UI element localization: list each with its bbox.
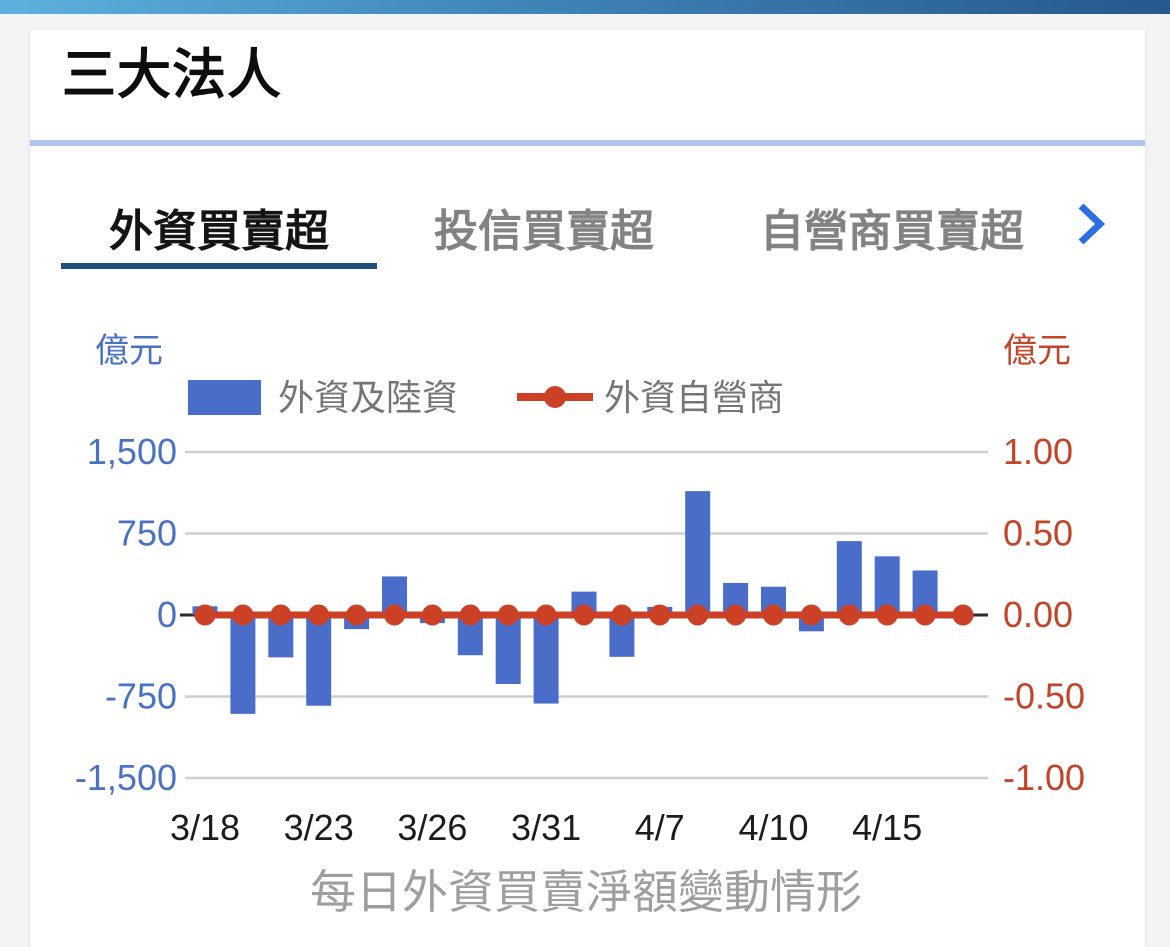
x-axis-tick: 3/23 <box>284 807 354 848</box>
bar-4/8 <box>685 491 711 615</box>
tab-label: 外資買賣超 <box>109 206 329 256</box>
tab-bar: 外資買賣超 投信買賣超 自營商買賣超 <box>30 190 1145 276</box>
tab-label: 投信買賣超 <box>434 206 654 256</box>
institutional-investors-card: 三大法人 外資買賣超 投信買賣超 自營商買賣超 1,500 1.00 750 0.50… <box>30 30 1145 947</box>
line-dot-3/25 <box>384 604 405 626</box>
page-title: 三大法人 <box>62 45 282 105</box>
bar-3/23 <box>306 615 332 706</box>
x-axis-tick: 3/31 <box>511 807 581 848</box>
tab-dealer-net-buy-sell[interactable]: 自營商買賣超 <box>760 190 1024 263</box>
right-axis-tick: 0.50 <box>1003 513 1073 554</box>
line-dot-3/27 <box>459 604 481 626</box>
right-axis-unit-label: 億元 <box>1003 332 1071 370</box>
title-divider <box>30 140 1145 146</box>
line-dot-4/6 <box>611 604 633 626</box>
line-dot-4/15 <box>876 604 898 626</box>
line-dot-3/31 <box>535 604 557 626</box>
line-dot-3/18 <box>194 604 216 626</box>
right-axis-tick: -0.50 <box>1003 676 1085 717</box>
line-dot-3/23 <box>308 604 330 626</box>
left-axis-tick: -750 <box>105 676 177 717</box>
x-axis-tick: 3/18 <box>170 807 240 848</box>
line-dot-4/10 <box>763 604 784 626</box>
foreign-net-buy-sell-chart: 1,500 1.00 750 0.50 0 0.00 -750 -0.50 -1,500 -1.0… <box>75 332 1085 915</box>
line-dot-3/20 <box>270 604 292 626</box>
line-dot-4/17 <box>952 604 974 626</box>
bar-3/31 <box>533 615 559 704</box>
bar-3/19 <box>230 615 256 714</box>
legend-bar-label: 外資及陸資 <box>278 377 458 418</box>
line-dot-4/1 <box>573 604 595 626</box>
tab-label: 自營商買賣超 <box>760 206 1024 256</box>
tab-foreign-net-buy-sell[interactable]: 外資買賣超 <box>61 190 377 269</box>
left-axis-tick: 750 <box>117 513 177 554</box>
line-dot-4/13 <box>800 604 822 626</box>
bar-4/14 <box>836 541 862 615</box>
app-header-gradient-bar <box>0 0 1170 14</box>
line-dot-3/30 <box>497 604 519 626</box>
chevron-right-icon[interactable] <box>1076 202 1106 246</box>
right-axis-tick: -1.00 <box>1003 757 1085 798</box>
x-axis-tick: 4/7 <box>635 807 685 848</box>
x-axis-tick: 4/15 <box>852 807 922 848</box>
bar-3/30 <box>495 615 521 685</box>
x-axis-tick: 3/26 <box>397 807 467 848</box>
line-dot-4/9 <box>725 604 747 626</box>
line-dot-4/7 <box>649 604 671 626</box>
chart-caption: 每日外資買賣淨額變動情形 <box>310 866 862 915</box>
tab-investment-trust-net-buy-sell[interactable]: 投信買賣超 <box>434 190 654 263</box>
left-axis-tick: 0 <box>157 594 177 635</box>
left-axis-tick: -1,500 <box>75 757 177 798</box>
legend-line-label: 外資自營商 <box>604 377 784 418</box>
line-dot-4/8 <box>687 604 709 626</box>
right-axis-tick: 1.00 <box>1003 431 1073 472</box>
line-dot-4/14 <box>838 604 860 626</box>
left-axis-unit-label: 億元 <box>95 332 163 370</box>
right-axis-tick: 0.00 <box>1003 594 1073 635</box>
x-axis-tick: 4/10 <box>738 807 808 848</box>
line-dot-3/19 <box>232 604 254 626</box>
line-dot-4/16 <box>914 604 936 626</box>
left-axis-tick: 1,500 <box>87 431 177 472</box>
line-dot-3/26 <box>421 604 443 626</box>
legend-bar-swatch <box>188 380 261 415</box>
line-dot-3/24 <box>346 604 368 626</box>
legend-line-dot <box>544 386 566 408</box>
